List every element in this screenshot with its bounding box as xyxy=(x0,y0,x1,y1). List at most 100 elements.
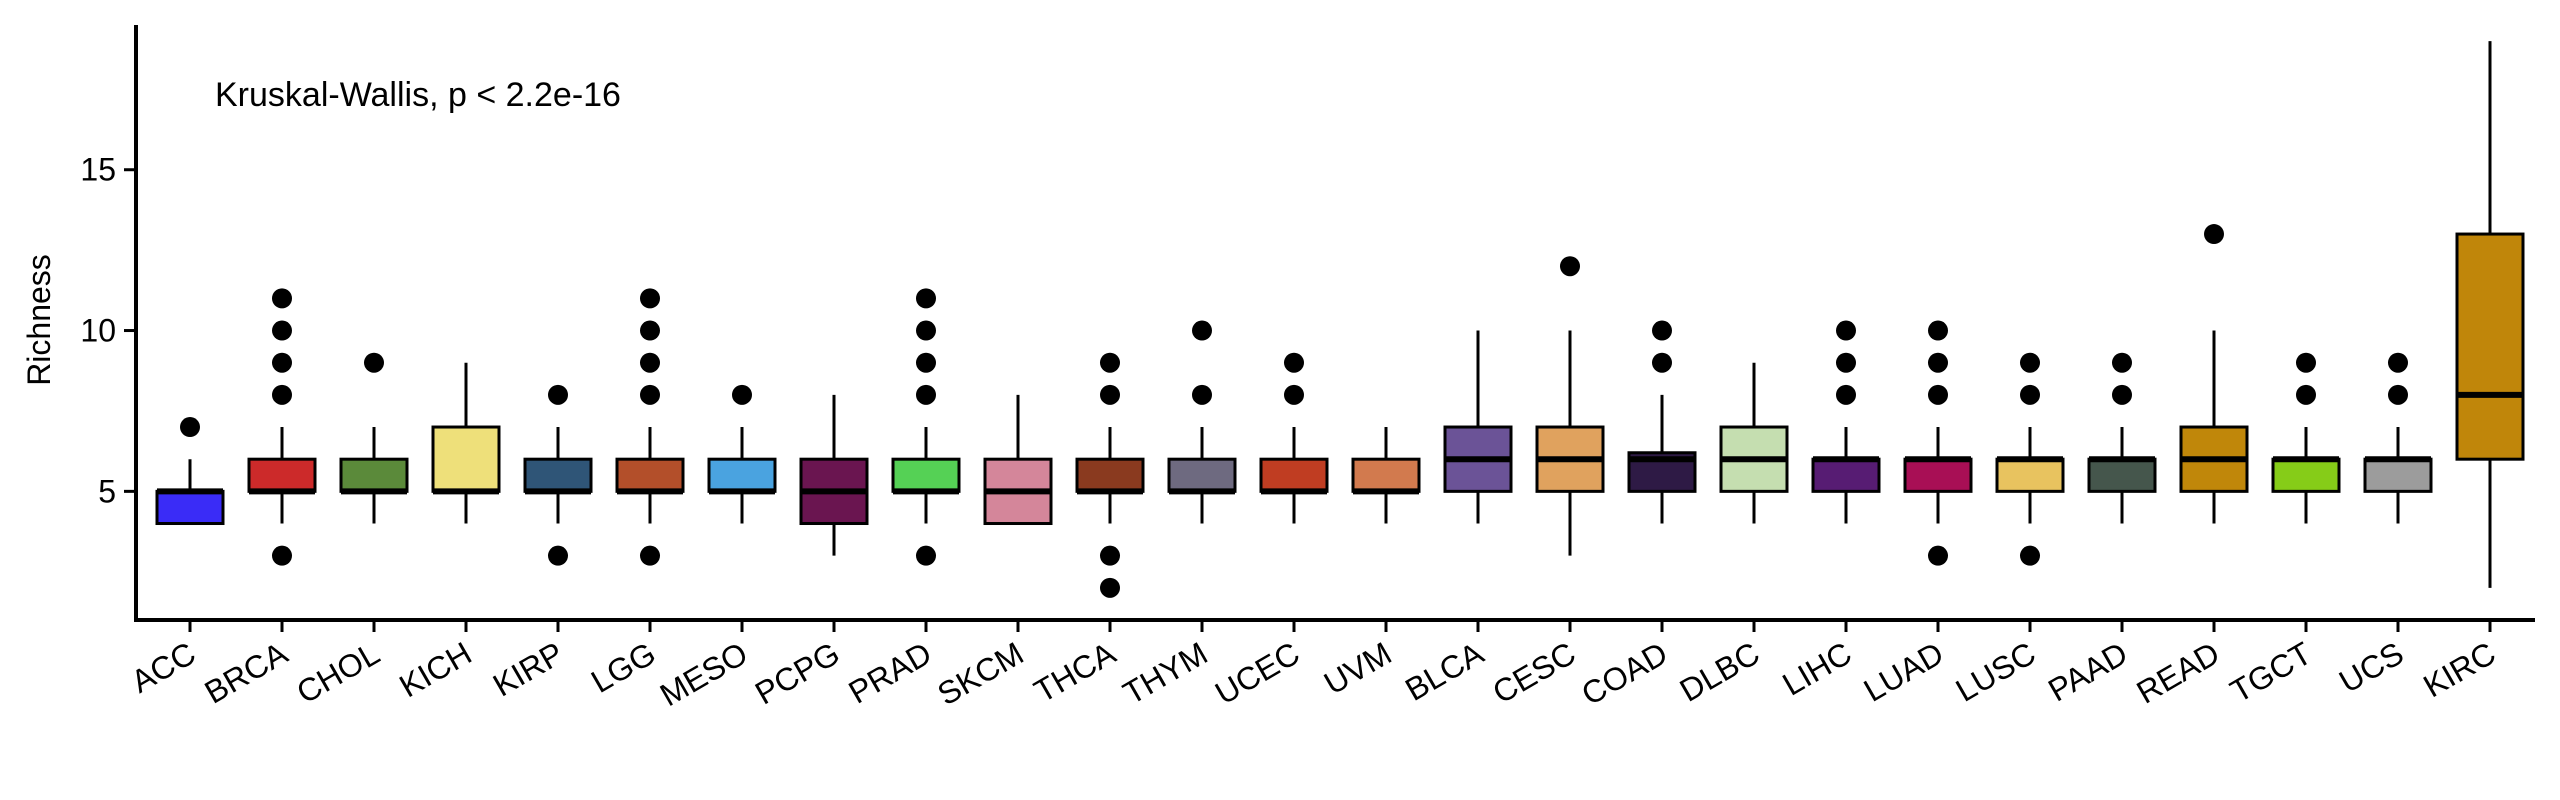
outlier-point xyxy=(272,545,292,566)
box xyxy=(707,457,777,493)
x-tick-label: DLBC xyxy=(1674,635,1766,709)
y-tick-label: 10 xyxy=(80,313,116,349)
outlier-point xyxy=(1100,352,1120,373)
box xyxy=(1811,457,1881,493)
outlier-point xyxy=(1284,352,1304,373)
outlier-point xyxy=(640,352,660,373)
outlier-point xyxy=(2020,384,2040,405)
box-group-paad xyxy=(2087,352,2157,524)
box-group-thca xyxy=(1075,352,1145,598)
outlier-point xyxy=(1560,256,1580,277)
box-group-ucs xyxy=(2363,352,2433,524)
box-group-thym xyxy=(1167,320,1237,524)
outlier-point xyxy=(1836,352,1856,373)
stat-annotation: Kruskal-Wallis, p < 2.2e-16 xyxy=(215,76,621,114)
x-tick-label: THCA xyxy=(1028,635,1122,710)
outlier-point xyxy=(640,288,660,309)
box-group-read xyxy=(2179,224,2249,524)
box-group-lihc xyxy=(1811,320,1881,524)
box-group-kirc xyxy=(2455,41,2525,588)
x-tick-label: CESC xyxy=(1487,635,1582,711)
box-group-lusc xyxy=(1995,352,2065,566)
box xyxy=(1351,457,1421,493)
x-tick-label: LGG xyxy=(585,635,662,700)
x-tick-label: SKCM xyxy=(931,635,1029,712)
outlier-point xyxy=(180,417,200,438)
outlier-point xyxy=(1928,352,1948,373)
outlier-point xyxy=(640,384,660,405)
box-group-acc xyxy=(155,417,225,526)
outlier-point xyxy=(2112,352,2132,373)
outlier-point xyxy=(2388,384,2408,405)
outlier-point xyxy=(2388,352,2408,373)
outlier-point xyxy=(1192,320,1212,341)
outlier-point xyxy=(2020,352,2040,373)
box xyxy=(1167,457,1237,493)
box-group-tgct xyxy=(2271,352,2341,524)
outlier-point xyxy=(548,384,568,405)
x-tick-label: UCS xyxy=(2333,635,2410,700)
box xyxy=(2271,457,2341,493)
outlier-point xyxy=(272,320,292,341)
outlier-point xyxy=(640,545,660,566)
outlier-point xyxy=(640,320,660,341)
box xyxy=(1995,457,2065,493)
box-group-luad xyxy=(1903,320,1973,566)
x-tick-label: MESO xyxy=(654,635,754,713)
box xyxy=(1075,457,1145,493)
outlier-point xyxy=(364,352,384,373)
outlier-point xyxy=(916,352,936,373)
outlier-point xyxy=(1836,384,1856,405)
outlier-point xyxy=(1192,384,1212,405)
outlier-point xyxy=(272,352,292,373)
box xyxy=(339,457,409,493)
outlier-point xyxy=(2204,224,2224,245)
box-group-cesc xyxy=(1535,256,1605,556)
x-tick-label: PAAD xyxy=(2042,635,2133,709)
outlier-point xyxy=(2112,384,2132,405)
box-group-ucec xyxy=(1259,352,1329,524)
x-tick-label: PRAD xyxy=(843,635,938,711)
x-tick-label: UVM xyxy=(1318,635,1398,702)
box-group-dlbc xyxy=(1719,362,1789,524)
x-tick-label: KIRC xyxy=(2417,635,2501,704)
box xyxy=(523,457,593,493)
box-group-kirp xyxy=(523,384,593,566)
outlier-point xyxy=(1928,320,1948,341)
outlier-point xyxy=(1928,384,1948,405)
outlier-point xyxy=(1284,384,1304,405)
outlier-point xyxy=(916,545,936,566)
x-tick-label: THYM xyxy=(1117,635,1214,712)
x-tick-label: COAD xyxy=(1575,635,1673,712)
outlier-point xyxy=(916,320,936,341)
outlier-point xyxy=(2296,384,2316,405)
x-tick-label: READ xyxy=(2131,635,2226,711)
x-tick-label: LUSC xyxy=(1950,635,2042,709)
box xyxy=(2455,232,2525,461)
x-tick-label: ACC xyxy=(125,635,202,700)
outlier-point xyxy=(2020,545,2040,566)
outlier-point xyxy=(272,288,292,309)
box-group-pcpg xyxy=(799,394,869,556)
box xyxy=(155,489,225,526)
x-tick-label: LIHC xyxy=(1776,635,1857,703)
outlier-point xyxy=(2296,352,2316,373)
outlier-point xyxy=(1928,545,1948,566)
box-group-blca xyxy=(1443,330,1513,524)
box-group-chol xyxy=(339,352,409,524)
box xyxy=(2087,457,2157,493)
x-tick-label: UCEC xyxy=(1209,635,1306,712)
x-tick-label: KIRP xyxy=(487,635,570,704)
box xyxy=(2363,457,2433,493)
x-tick-label: LUAD xyxy=(1858,635,1950,709)
box-group-meso xyxy=(707,384,777,524)
x-tick-label: CHOL xyxy=(291,635,386,711)
box-group-coad xyxy=(1627,320,1697,524)
box xyxy=(891,457,961,493)
box-group-kich xyxy=(431,362,501,524)
outlier-point xyxy=(548,545,568,566)
y-axis-ticks: 5 10 15 xyxy=(80,152,136,509)
outlier-point xyxy=(1100,384,1120,405)
y-tick-label: 5 xyxy=(98,473,116,509)
